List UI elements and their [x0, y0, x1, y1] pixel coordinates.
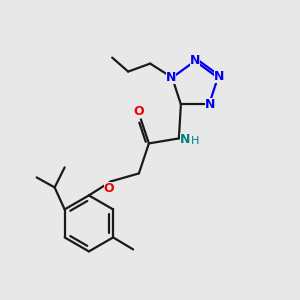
Text: O: O	[103, 182, 114, 195]
Text: O: O	[134, 105, 144, 118]
Text: N: N	[190, 53, 200, 67]
Text: N: N	[214, 70, 224, 83]
Text: N: N	[205, 98, 215, 111]
Text: H: H	[191, 136, 199, 146]
Text: N: N	[180, 133, 190, 146]
Text: N: N	[166, 71, 176, 84]
